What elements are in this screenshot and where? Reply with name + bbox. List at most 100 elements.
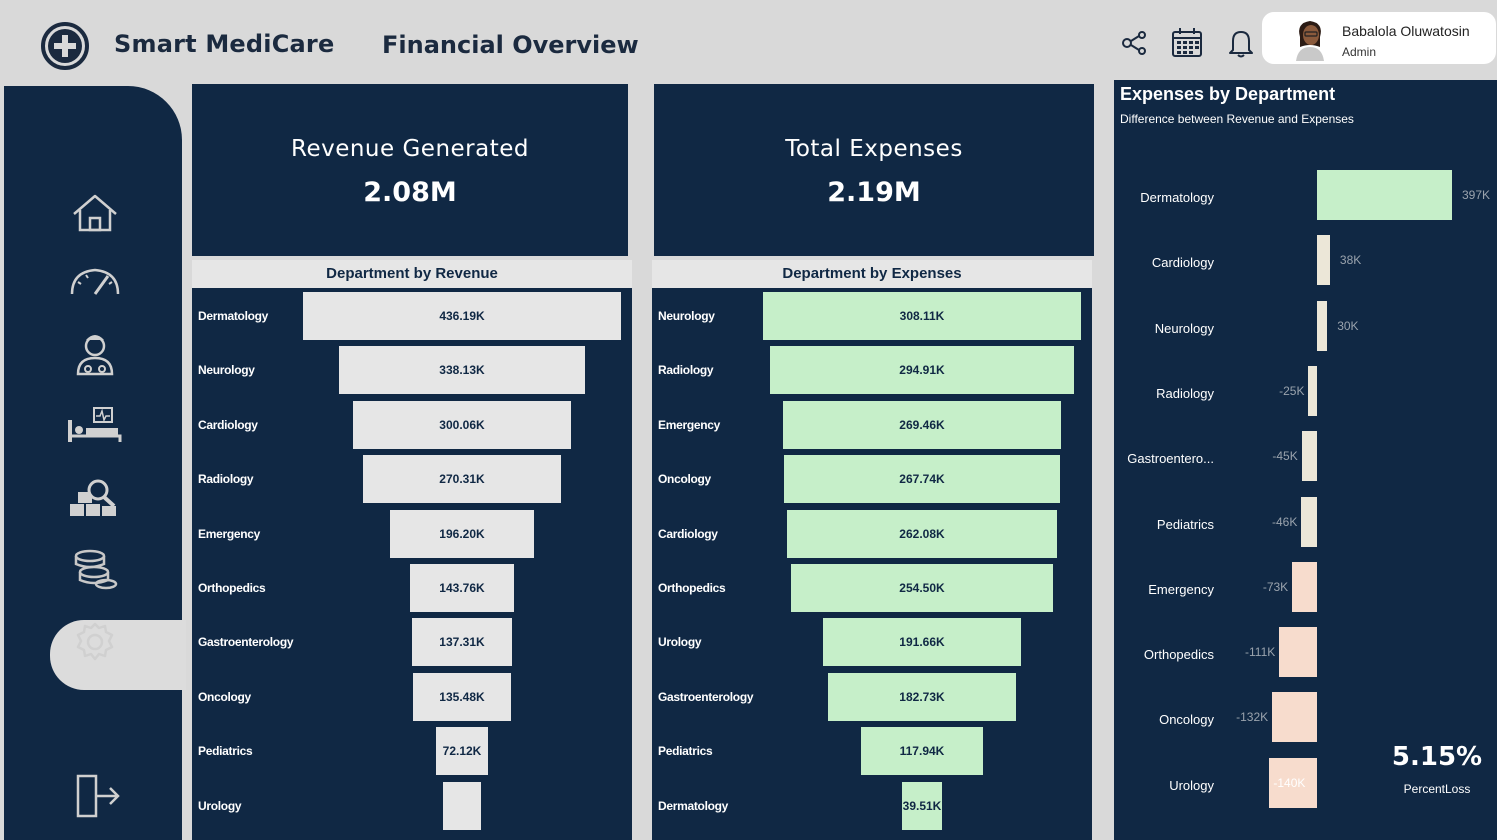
funnel-bar[interactable]: 117.94K (861, 727, 983, 776)
gauge-icon[interactable] (64, 256, 126, 312)
category-label: Oncology (198, 689, 251, 704)
funnel-row: Gastroenterology 182.73K (652, 670, 1092, 724)
funnel-bar[interactable]: 269.46K (782, 400, 1062, 449)
funnel-row: Oncology 135.48K (192, 670, 632, 724)
user-profile-card[interactable]: Babalola Oluwatosin Admin (1262, 12, 1496, 64)
funnel-row: Dermatology 39.51K (652, 779, 1092, 833)
funnel-bar[interactable]: 267.74K (783, 455, 1061, 504)
share-icon[interactable] (1118, 26, 1152, 60)
funnel-bar[interactable]: 196.20K (390, 509, 534, 558)
funnel-row: Urology 191.66K (652, 615, 1092, 669)
category-label: Oncology (1159, 712, 1214, 728)
difference-bar[interactable] (1301, 431, 1317, 482)
profile-role: Admin (1342, 45, 1377, 59)
value-label: 30K (1337, 318, 1359, 333)
bell-icon[interactable] (1224, 26, 1258, 60)
funnel-bar[interactable]: 143.76K (409, 564, 515, 612)
category-label: Urology (1169, 777, 1214, 793)
category-label: Neurology (1154, 320, 1214, 336)
difference-row: Urology -140K (1114, 757, 1497, 823)
funnel-row: Oncology 267.74K (652, 452, 1092, 506)
logout-icon[interactable] (64, 768, 126, 824)
difference-row: Orthopedics -111K (1114, 627, 1497, 692)
difference-bar[interactable] (1317, 235, 1330, 286)
category-label: Gastroenterology (658, 689, 754, 704)
category-label: Urology (658, 635, 702, 650)
expenses-kpi-value: 2.19M (827, 177, 921, 208)
value-label: -132K (1236, 710, 1269, 725)
difference-bar[interactable] (1279, 627, 1317, 678)
revenue-kpi-label: Revenue Generated (291, 136, 529, 162)
value-label: -25K (1279, 383, 1305, 398)
percent-loss-label: PercentLoss (1403, 782, 1471, 796)
hospital-bed-icon[interactable] (64, 400, 126, 456)
top-header: Smart MediCare Financial Overview Babalo… (0, 0, 1497, 86)
gear-icon[interactable] (64, 614, 126, 670)
difference-chart-subtitle: Difference between Revenue and Expenses (1120, 112, 1354, 126)
category-label: Cardiology (658, 526, 718, 541)
funnel-row: Cardiology 262.08K (652, 507, 1092, 561)
value-label: -111K (1245, 645, 1276, 660)
difference-bar[interactable] (1317, 300, 1328, 351)
funnel-row: Radiology 294.91K (652, 343, 1092, 397)
expenses-kpi-card: Total Expenses 2.19M (654, 84, 1094, 256)
expenses-kpi-label: Total Expenses (785, 136, 963, 162)
category-label: Pediatrics (198, 744, 253, 759)
doctor-icon[interactable] (64, 326, 126, 382)
expenses-chart-title: Department by Expenses (652, 260, 1092, 288)
revenue-kpi-value: 2.08M (363, 177, 457, 208)
difference-bar[interactable] (1272, 692, 1317, 743)
funnel-bar[interactable]: 182.73K (827, 672, 1017, 721)
funnel-bar[interactable]: 300.06K (352, 400, 572, 449)
category-label: Orthopedics (1143, 647, 1214, 663)
difference-bar[interactable] (1292, 561, 1317, 612)
difference-row: Radiology -25K (1114, 365, 1497, 431)
difference-row: Cardiology 38K (1114, 235, 1497, 300)
calendar-icon[interactable] (1170, 26, 1204, 60)
value-label: 38K (1339, 253, 1362, 268)
value-label: -46K (1272, 514, 1298, 529)
category-label: Neurology (658, 309, 715, 323)
percent-loss-value: 5.15% (1391, 742, 1483, 772)
difference-row: Emergency -73K (1114, 561, 1497, 627)
funnel-row: Pediatrics 72.12K (192, 724, 632, 778)
difference-row: Pediatrics -46K (1114, 496, 1497, 562)
category-label: Radiology (658, 363, 714, 378)
difference-bar[interactable] (1301, 496, 1317, 547)
category-label: Emergency (1148, 581, 1214, 597)
difference-row: Neurology 30K (1114, 300, 1497, 366)
funnel-bar[interactable]: 308.11K (763, 292, 1081, 340)
funnel-bar[interactable]: 436.19K (303, 292, 621, 340)
funnel-bar[interactable]: 191.66K (823, 618, 1021, 667)
coins-icon[interactable] (64, 542, 126, 598)
funnel-bar[interactable]: 72.12K (435, 727, 489, 776)
funnel-bar[interactable]: 254.50K (790, 564, 1054, 612)
funnel-bar[interactable]: 137.31K (411, 618, 513, 667)
category-label: Orthopedics (198, 581, 266, 595)
category-label: Dermatology (658, 798, 729, 813)
category-label: Urology (198, 798, 242, 813)
home-icon[interactable] (64, 186, 126, 242)
funnel-row: Neurology 338.13K (192, 343, 632, 397)
difference-row: Oncology -132K (1114, 692, 1497, 757)
funnel-bar[interactable]: 262.08K (786, 509, 1058, 558)
funnel-row: Dermatology 436.19K (192, 289, 632, 343)
revenue-chart-title: Department by Revenue (192, 260, 632, 288)
department-expenses-chart: Department by Expenses Neurology 308.11K R… (652, 260, 1092, 840)
funnel-bar[interactable]: 39.51K (901, 781, 943, 830)
category-label: Radiology (1156, 385, 1214, 401)
funnel-bar[interactable]: 270.31K (363, 455, 561, 504)
difference-bar[interactable] (1269, 757, 1317, 808)
inventory-search-icon[interactable] (64, 470, 126, 526)
funnel-bar[interactable]: 135.48K (412, 672, 512, 721)
difference-bar[interactable] (1317, 170, 1452, 220)
funnel-bar[interactable]: 294.91K (769, 346, 1075, 395)
category-label: Gastroentero... (1127, 451, 1214, 467)
funnel-bar[interactable]: 338.13K (338, 346, 586, 395)
difference-bar[interactable] (1308, 365, 1317, 416)
funnel-bar[interactable] (443, 781, 481, 830)
funnel-row: Pediatrics 117.94K (652, 724, 1092, 778)
category-label: Dermatology (1140, 190, 1214, 205)
category-label: Orthopedics (658, 581, 726, 595)
category-label: Cardiology (198, 417, 258, 432)
